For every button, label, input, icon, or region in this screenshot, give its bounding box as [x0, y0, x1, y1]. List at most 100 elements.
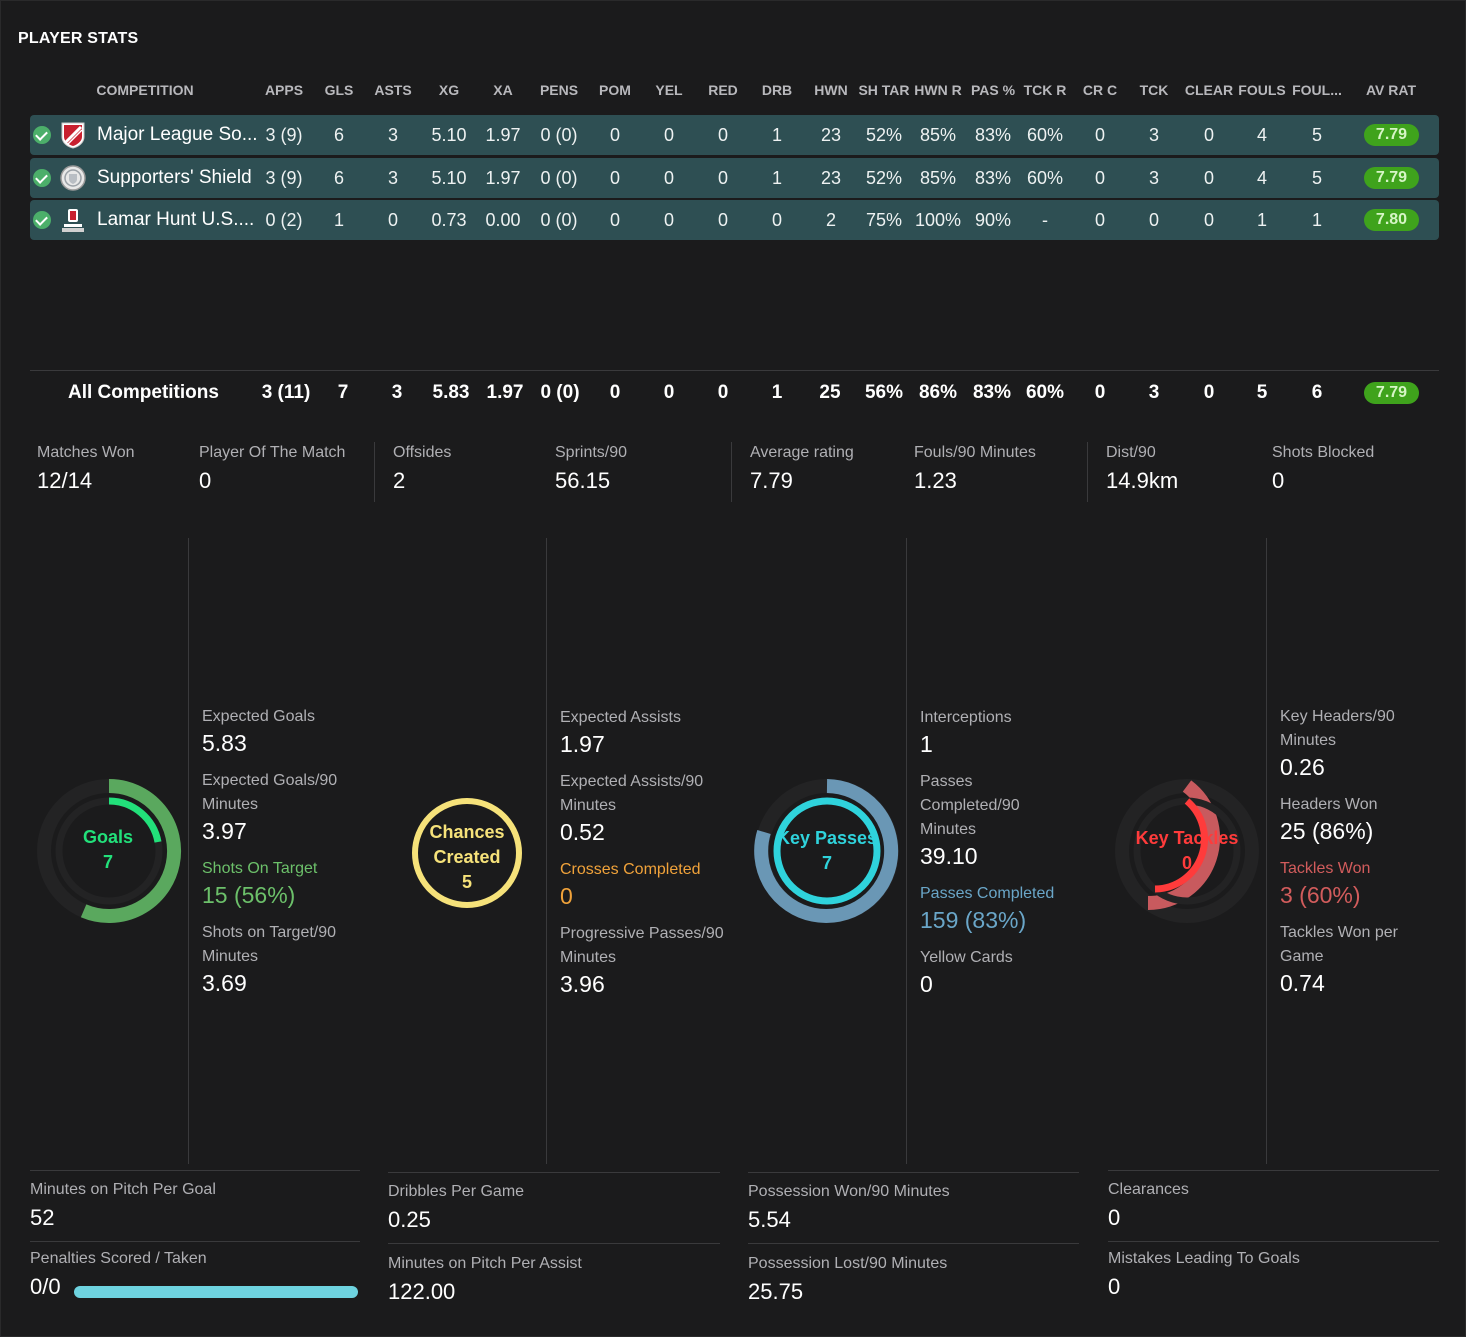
table-row[interactable]: Lamar Hunt U.S.... 0 (2) 1 0 0.73 0.00 0… [30, 200, 1439, 240]
tck-cell: 3 [1148, 125, 1159, 145]
yel-cell: 0 [663, 382, 675, 403]
stat-value: 25.75 [748, 1279, 804, 1304]
column-header-pens[interactable]: PENS [539, 82, 579, 98]
column-header-tck-r[interactable]: TCK R [1023, 82, 1067, 98]
column-header-competition[interactable]: COMPETITION [96, 82, 194, 98]
stat-label: Shots On Target [202, 860, 318, 877]
stat-value: 3 (60%) [1280, 882, 1361, 908]
stat-label: Possession Won/90 Minutes [748, 1183, 950, 1200]
table-header: COMPETITION APPS GLS ASTS XG XA PENS POM… [30, 82, 1439, 104]
divider [748, 1172, 1079, 1173]
tck-r-cell: 60% [1026, 168, 1064, 188]
pens-cell: 0 (0) [540, 125, 578, 145]
stat-value: 3.96 [560, 971, 605, 997]
tck-r-cell: - [1042, 210, 1048, 230]
divider [30, 1241, 360, 1242]
ring-title: Key Passes [776, 828, 878, 848]
table-row[interactable]: Major League So... 3 (9) 6 3 5.10 1.97 0… [30, 115, 1439, 155]
stat-label: Headers Won [1280, 796, 1378, 813]
drb-cell: 1 [771, 382, 783, 403]
supporters-shield-badge-icon [60, 165, 86, 191]
column-header-sh-tar[interactable]: SH TAR [858, 82, 910, 98]
column-header-cr-c[interactable]: CR C [1082, 82, 1118, 98]
stat-value: 15 (56%) [202, 882, 296, 908]
chances-created-ring-label: Chances Created 5 [412, 820, 522, 895]
ring-title: Chances [429, 822, 505, 842]
check-icon [33, 169, 51, 187]
defending-stats-column: Key Headers/90 Minutes 0.26 Headers Won 25… [1280, 705, 1430, 1009]
stat-label: Player Of The Match [199, 444, 346, 461]
column-header-asts[interactable]: ASTS [374, 82, 412, 98]
column-header-drb[interactable]: DRB [761, 82, 793, 98]
column-header-hwn[interactable]: HWN [814, 82, 848, 98]
mls-badge-icon [61, 122, 85, 149]
column-header-gls[interactable]: GLS [324, 82, 354, 98]
column-header-pom[interactable]: POM [599, 82, 631, 98]
xa-cell: 1.97 [486, 382, 524, 403]
pas-pct-cell: 83% [972, 382, 1012, 403]
possession-lost-stat: Possession Lost/90 Minutes 25.75 [748, 1255, 947, 1305]
stat-value: 0.52 [560, 819, 605, 845]
summary-distance: Dist/90 14.9km [1106, 444, 1178, 494]
column-header-yel[interactable]: YEL [655, 82, 683, 98]
summary-sprints: Sprints/90 56.15 [555, 444, 627, 494]
fouls-cell: 5 [1256, 382, 1268, 403]
stat-value: 1 [920, 731, 933, 757]
red-cell: 0 [717, 168, 728, 188]
hwn-cell: 23 [820, 168, 842, 188]
divider [748, 1243, 1079, 1244]
divider [1108, 1241, 1439, 1242]
competition-name[interactable]: Supporters' Shield [97, 167, 252, 188]
divider [731, 442, 732, 502]
summary-shots-blocked: Shots Blocked 0 [1272, 444, 1374, 494]
gls-cell: 1 [333, 210, 344, 230]
tck-cell: 3 [1148, 382, 1160, 403]
minutes-per-goal-stat: Minutes on Pitch Per Goal 52 [30, 1181, 216, 1231]
column-header-red[interactable]: RED [708, 82, 738, 98]
check-icon [33, 126, 51, 144]
yel-cell: 0 [663, 210, 674, 230]
rating-badge: 7.79 [1364, 167, 1419, 189]
ring-value: 7 [102, 852, 113, 872]
tck-cell: 0 [1148, 210, 1159, 230]
stat-value: 0 [560, 883, 573, 909]
column-header-tck[interactable]: TCK [1139, 82, 1169, 98]
competition-name[interactable]: Lamar Hunt U.S.... [97, 209, 255, 230]
red-cell: 0 [717, 382, 729, 403]
column-header-apps[interactable]: APPS [264, 82, 304, 98]
column-header-hwn-r[interactable]: HWN R [914, 82, 962, 98]
clearances-stat: Clearances 0 [1108, 1181, 1189, 1231]
column-header-pas-pct[interactable]: PAS % [970, 82, 1016, 98]
stat-label: Tackles Won per Game [1280, 924, 1398, 965]
stat-value: 0 [1272, 468, 1285, 493]
summary-average-rating: Average rating 7.79 [750, 444, 854, 494]
yel-cell: 0 [663, 125, 674, 145]
column-header-av-rat[interactable]: AV RAT [1365, 82, 1417, 98]
stat-label: Passes Completed/90 Minutes [920, 773, 1020, 838]
fouls-against-cell: 5 [1311, 125, 1322, 145]
stat-value: 14.9km [1106, 468, 1179, 493]
stat-value: 25 (86%) [1280, 818, 1374, 844]
rating-badge: 7.80 [1364, 209, 1419, 231]
xa-cell: 1.97 [485, 125, 521, 145]
summary-player-of-the-match: Player Of The Match 0 [199, 444, 345, 494]
tck-r-cell: 60% [1025, 382, 1065, 403]
divider [388, 1172, 720, 1173]
column-header-fouls[interactable]: FOULS [1238, 82, 1286, 98]
column-header-clear[interactable]: CLEAR [1184, 82, 1234, 98]
stat-label: Dribbles Per Game [388, 1183, 525, 1200]
pom-cell: 0 [609, 382, 621, 403]
chances-created-ring-chart [412, 798, 522, 908]
fouls-cell: 4 [1256, 168, 1267, 188]
table-row[interactable]: Supporters' Shield 3 (9) 6 3 5.10 1.97 0… [30, 158, 1439, 198]
divider [1108, 1170, 1439, 1171]
column-header-fouls-against[interactable]: FOUL... [1292, 82, 1342, 98]
divider [374, 442, 375, 502]
competition-name[interactable]: Major League So... [97, 124, 258, 145]
fouls-cell: 1 [1256, 210, 1267, 230]
clear-cell: 0 [1203, 168, 1214, 188]
divider [388, 1243, 720, 1244]
clear-cell: 0 [1203, 210, 1214, 230]
column-header-xa[interactable]: XA [493, 82, 513, 98]
column-header-xg[interactable]: XG [438, 82, 460, 98]
